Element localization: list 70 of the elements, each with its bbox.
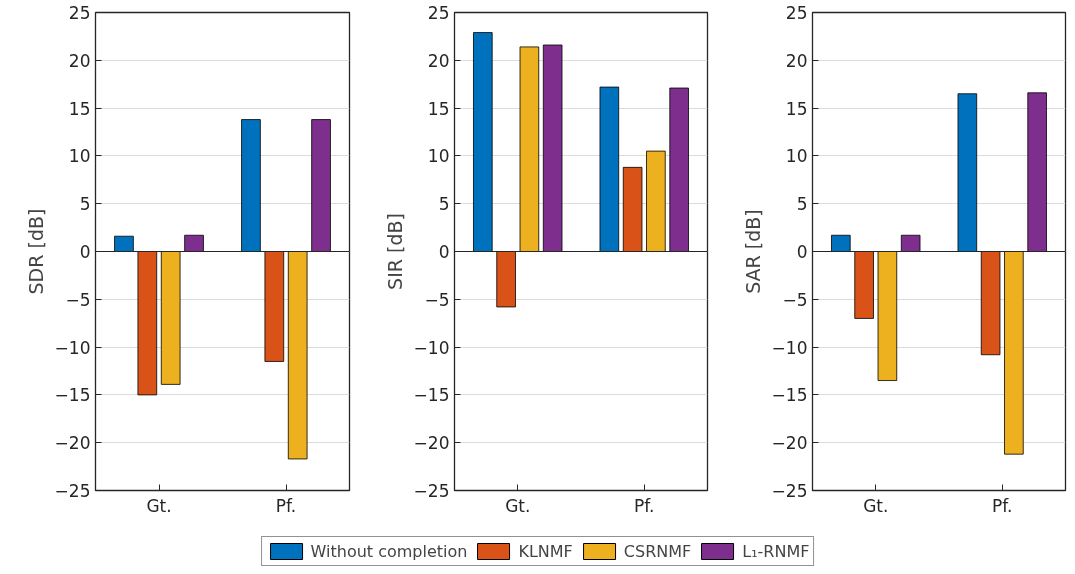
bar <box>1004 251 1024 455</box>
bar <box>241 119 261 252</box>
y-tick-label: 10 <box>427 146 450 167</box>
bar <box>473 32 493 252</box>
x-tick-label: Gt. <box>146 495 172 516</box>
bar <box>669 87 689 252</box>
y-tick-label: −15 <box>54 385 91 406</box>
bar <box>646 150 666 252</box>
bar <box>496 251 516 308</box>
y-tick-label: 5 <box>438 194 450 215</box>
x-tick-label: Pf. <box>275 495 297 516</box>
y-tick-label: 0 <box>79 242 91 262</box>
y-tick-label: 25 <box>427 3 450 23</box>
y-tick-label: −10 <box>54 337 91 358</box>
y-tick-label: 0 <box>796 242 808 262</box>
bar <box>599 86 620 252</box>
y-tick-label: 20 <box>785 50 808 71</box>
bar <box>900 234 921 252</box>
bar <box>114 235 134 252</box>
legend-label: KLNMF <box>518 541 573 561</box>
bar <box>137 251 158 396</box>
y-tick-label: −15 <box>413 385 450 406</box>
y-tick-label: 25 <box>68 3 91 23</box>
y-tick-label: 15 <box>427 98 450 119</box>
y-tick-label: −10 <box>413 337 450 358</box>
legend-label: CSRNMF <box>623 541 692 561</box>
y-tick-label: −15 <box>771 385 808 406</box>
y-tick-label: 15 <box>68 98 91 119</box>
bar <box>957 93 978 252</box>
x-tick-label: Pf. <box>634 495 655 516</box>
bar <box>264 251 285 362</box>
y-tick-label: 0 <box>438 242 450 262</box>
bar <box>160 251 181 385</box>
y-tick-label: −20 <box>413 433 450 454</box>
bar <box>287 251 308 460</box>
bar <box>1027 92 1047 252</box>
y-tick-label: 25 <box>785 3 808 23</box>
y-tick-label: −20 <box>54 433 91 454</box>
y-axis-title: SAR [dB] <box>741 209 764 294</box>
y-tick-label: 15 <box>785 98 808 119</box>
y-tick-label: −5 <box>782 289 808 310</box>
y-tick-label: 20 <box>427 50 450 71</box>
y-tick-label: 5 <box>79 194 91 215</box>
x-tick-label: Gt. <box>505 495 531 516</box>
y-axis-title: SIR [dB] <box>383 213 406 290</box>
legend-label: Without completion <box>310 541 468 561</box>
bar <box>980 251 1001 356</box>
bar <box>184 234 204 252</box>
bar <box>854 251 874 319</box>
y-tick-label: 20 <box>68 50 91 71</box>
y-tick-label: −5 <box>65 289 91 310</box>
y-tick-label: −10 <box>771 337 808 358</box>
y-tick-label: 5 <box>796 194 808 215</box>
y-tick-label: −25 <box>54 481 91 501</box>
y-tick-label: 10 <box>68 146 91 167</box>
bar <box>519 46 540 252</box>
bar <box>877 251 898 381</box>
y-tick-label: −25 <box>413 481 450 501</box>
y-tick-label: 10 <box>785 146 808 167</box>
bar <box>622 166 643 252</box>
y-tick-label: −20 <box>771 433 808 454</box>
y-tick-label: −5 <box>424 289 450 310</box>
x-tick-label: Gt. <box>863 495 889 516</box>
bar <box>311 119 331 252</box>
legend-label: L₁-RNMF <box>742 541 810 561</box>
y-tick-label: −25 <box>771 481 808 501</box>
bar <box>542 44 563 252</box>
y-axis-title: SDR [dB] <box>24 208 47 295</box>
bar <box>831 234 851 252</box>
x-tick-label: Pf. <box>992 495 1013 516</box>
